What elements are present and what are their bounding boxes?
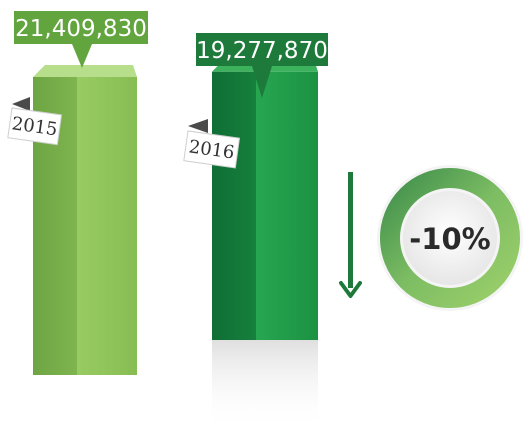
bar-2015-top (33, 65, 137, 77)
year-tag-2016: 2016 (183, 119, 241, 169)
down-arrow-icon (339, 172, 362, 298)
bar-2016-front (256, 71, 318, 340)
bar-2015 (33, 65, 137, 375)
value-text-2016: 19,277,870 (196, 38, 328, 64)
change-badge: -10% (377, 165, 523, 311)
bar-2016-side (212, 71, 256, 340)
bar-2016-reflection (212, 330, 318, 430)
value-text-2015: 21,409,830 (15, 16, 147, 42)
year-tag-2015: 2015 (7, 97, 63, 146)
value-label-2015: 21,409,830 (14, 11, 148, 68)
change-percent: -10% (409, 222, 490, 256)
bar-2016 (212, 59, 318, 430)
value-label-2016: 19,277,870 (196, 33, 328, 98)
bar-2015-front (77, 77, 137, 375)
